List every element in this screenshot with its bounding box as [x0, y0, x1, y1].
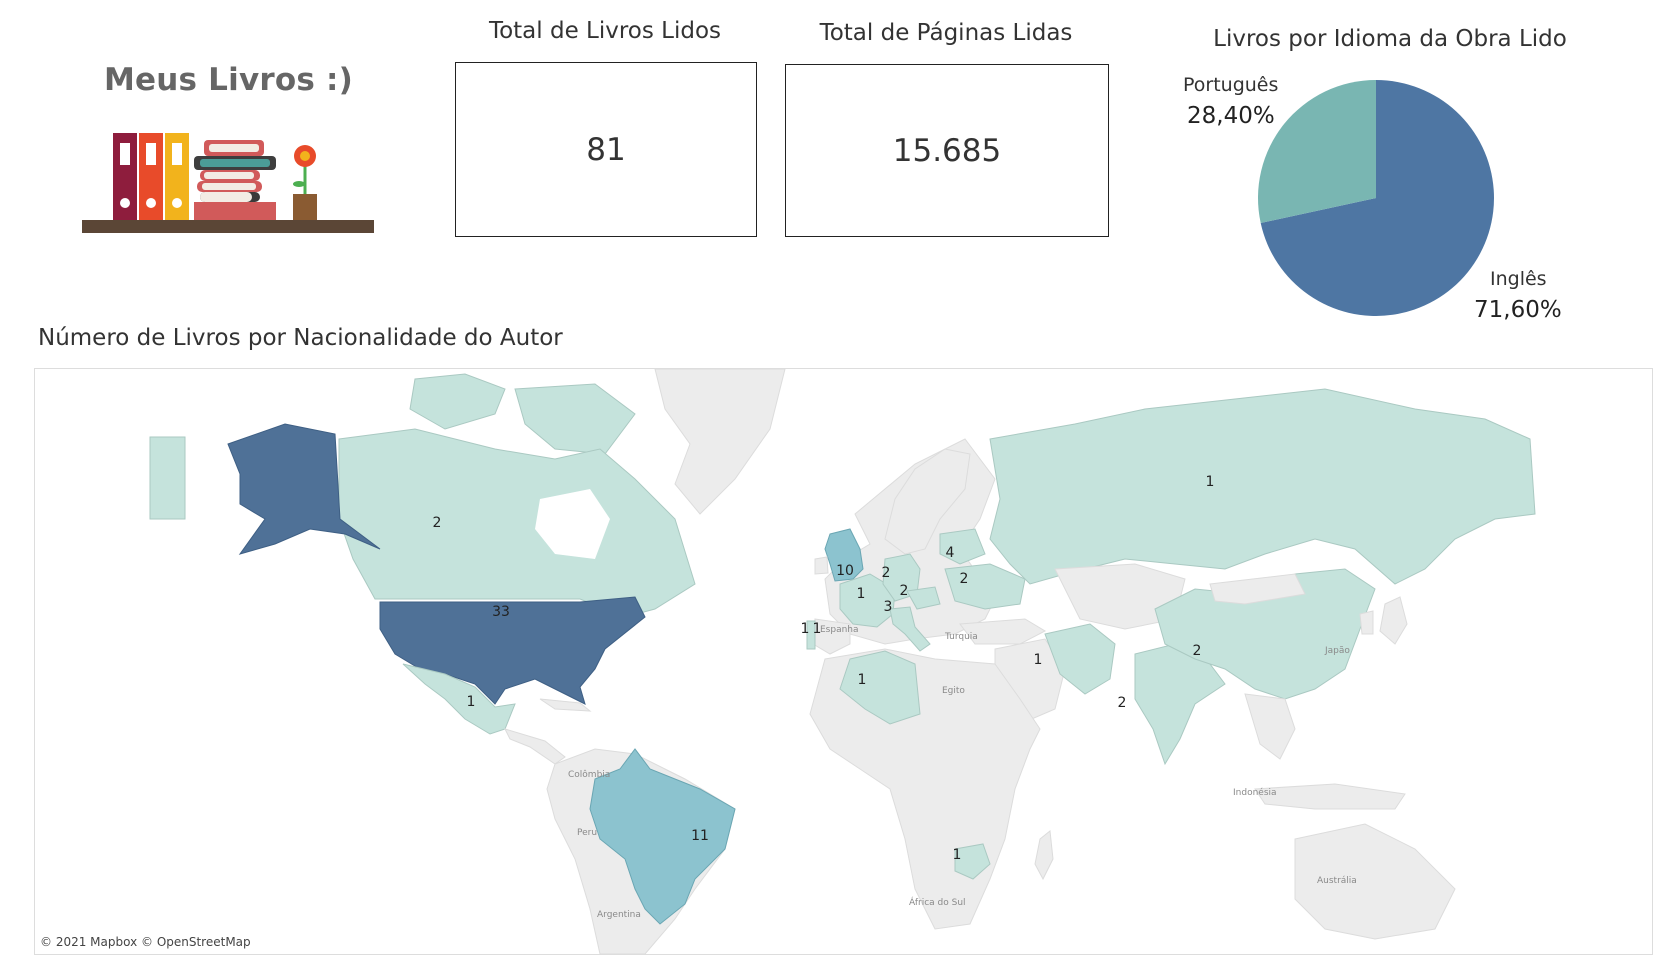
region-russia[interactable]	[989, 388, 1536, 585]
region-ireland	[814, 556, 829, 575]
count-portugal: 1	[813, 621, 822, 637]
region-brazil[interactable]	[589, 748, 736, 925]
region-se-asia	[1244, 693, 1296, 760]
kpi-card-livros: 81	[455, 62, 757, 237]
pie-label-ingles: Inglês	[1490, 268, 1547, 290]
count-brazil: 11	[691, 828, 709, 844]
region-turkey	[959, 618, 1047, 645]
count-austria: 2	[900, 583, 909, 599]
region-uk[interactable]	[824, 528, 864, 582]
region-japan	[1379, 596, 1408, 645]
place-label-japao: Japão	[1324, 646, 1350, 656]
language-pie-chart[interactable]	[1250, 74, 1510, 324]
pie-pct-portugues: 28,40%	[1187, 103, 1275, 129]
pie-pct-ingles: 71,60%	[1474, 297, 1562, 323]
region-mongolia	[1209, 573, 1306, 605]
count-ukraine: 2	[960, 571, 969, 587]
region-caribbean	[539, 698, 592, 712]
count-italy: 3	[884, 599, 893, 615]
map-frame[interactable]: 33 11 10 4 3 2 2 2 2 2 2 1 1 1 1 1 1 1 1…	[34, 368, 1653, 955]
pie-slice-ingles[interactable]	[1260, 80, 1494, 316]
pie-label-portugues: Português	[1183, 74, 1279, 96]
region-australia	[1294, 823, 1456, 940]
place-label-australia: Austrália	[1317, 876, 1357, 886]
region-hudson-bay	[535, 489, 610, 559]
region-zimbabwe[interactable]	[954, 843, 991, 880]
region-korea	[1359, 610, 1374, 635]
region-ukraine[interactable]	[944, 563, 1026, 610]
kpi-title-paginas: Total de Páginas Lidas	[819, 20, 1073, 46]
count-poland: 4	[946, 545, 955, 561]
map-credit: © 2021 Mapbox © OpenStreetMap	[40, 935, 251, 949]
count-iran: 1	[1034, 652, 1043, 668]
world-map[interactable]: 33 11 10 4 3 2 2 2 2 2 2 1 1 1 1 1 1 1 1…	[35, 369, 1652, 954]
region-greenland	[654, 369, 786, 515]
region-austria[interactable]	[906, 586, 941, 610]
region-italy[interactable]	[889, 606, 931, 652]
kpi-title-livros: Total de Livros Lidos	[488, 18, 722, 44]
region-poland[interactable]	[939, 528, 986, 565]
region-algeria[interactable]	[839, 650, 921, 725]
region-canada[interactable]	[338, 428, 696, 618]
pie-slice-portugues[interactable]	[1258, 80, 1376, 224]
region-indonesia	[1254, 783, 1406, 810]
kpi-card-paginas: 15.685	[785, 64, 1109, 237]
kpi-value-paginas: 15.685	[892, 132, 1002, 169]
place-label-indonesia: Indonésia	[1233, 787, 1277, 798]
region-alaska[interactable]	[227, 423, 381, 555]
count-russia: 1	[1206, 474, 1215, 490]
place-label-colombia: Colômbia	[568, 769, 610, 780]
count-zimbabwe: 1	[953, 847, 962, 863]
count-canada: 2	[433, 515, 442, 531]
region-bering	[149, 436, 186, 520]
place-label-egito: Egito	[942, 686, 965, 696]
bookshelf-icon	[82, 133, 374, 233]
region-scandinavia	[884, 448, 971, 555]
app-title: Meus Livros :)	[104, 62, 353, 98]
region-madagascar	[1034, 830, 1054, 881]
kpi-value-livros: 81	[586, 131, 626, 168]
count-mexico: 1	[467, 694, 476, 710]
region-portugal[interactable]	[806, 620, 816, 650]
count-spain: 1	[801, 621, 810, 637]
count-algeria: 1	[858, 672, 867, 688]
region-france[interactable]	[839, 573, 896, 628]
place-label-argentina: Argentina	[597, 910, 641, 920]
count-germany: 2	[882, 565, 891, 581]
map-title: Número de Livros por Nacionalidade do Au…	[38, 325, 563, 351]
count-india: 2	[1118, 695, 1127, 711]
count-china: 2	[1193, 643, 1202, 659]
count-france: 1	[857, 586, 866, 602]
count-uk: 10	[836, 563, 854, 579]
region-canada-islands	[409, 373, 506, 430]
place-label-turquia: Turquia	[944, 632, 978, 642]
region-iran[interactable]	[1044, 623, 1116, 695]
count-usa: 33	[492, 604, 510, 620]
place-label-espanha: Espanha	[820, 625, 859, 635]
place-label-peru: Peru	[577, 828, 597, 838]
pie-title: Livros por Idioma da Obra Lido	[1213, 26, 1567, 52]
place-label-africa-do-sul: África do Sul	[909, 896, 966, 908]
